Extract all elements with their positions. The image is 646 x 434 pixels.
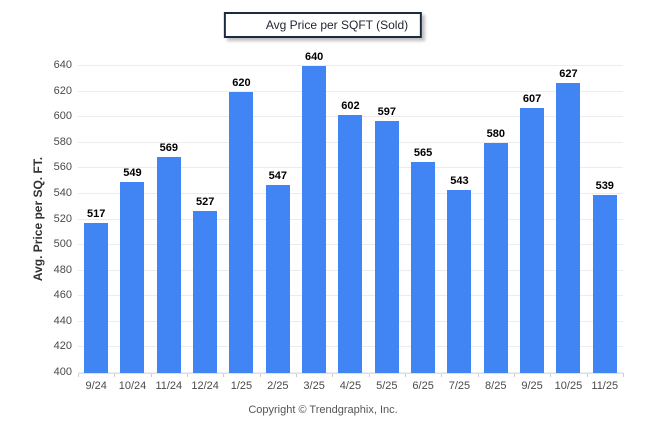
y-tick-label: 400 [53,366,72,378]
y-tick-label: 480 [53,263,72,276]
x-axis-tick-mark [586,373,588,377]
bar-group: 547 2/25 [260,66,296,392]
bar-value-label: 607 [522,93,542,106]
x-tick-label: 11/24 [155,380,183,392]
gridline [78,90,623,92]
bar-group: 607 9/25 [514,66,550,392]
copyright: Copyright © Trendgraphix, Inc. [248,404,398,416]
bar-value-label: 543 [450,175,469,188]
bar-value-label: 620 [232,76,251,89]
x-axis-tick-mark [150,373,152,377]
x-axis-tick-mark [332,373,334,377]
x-tick-label: 9/25 [521,380,543,392]
bar-group: 527 12/24 [187,66,223,392]
x-tick-label: 12/24 [191,380,219,392]
bar [592,195,617,373]
x-axis-tick-mark [187,373,188,377]
bar-value-label: 569 [159,141,178,154]
bar [447,190,472,373]
y-tick-label: 620 [53,84,72,97]
legend-label: Avg Price per SQFT (Sold) [265,18,409,32]
x-tick-label: 11/25 [591,380,619,392]
x-axis-tick-mark [78,373,79,377]
x-tick-label: 1/25 [230,380,253,392]
x-tick-label: 10/24 [118,380,147,392]
bar-value-label: 547 [268,169,287,182]
x-tick-label: 10/25 [554,380,583,392]
x-axis-tick-mark [223,373,225,377]
x-axis-tick-mark [477,373,479,377]
bar [483,142,508,373]
x-axis-tick-mark [550,373,552,377]
bar [520,108,545,373]
bar-group: 565 6/25 [405,66,441,392]
y-tick-label: 500 [53,238,72,251]
plot-area: 400 420 440 460 480 500 520 540 560 580 600 620 640 … [54,51,624,392]
bar-group: 597 5/25 [369,66,405,392]
y-tick-label: 440 [53,314,72,327]
bar-value-label: 565 [413,146,433,159]
bar-group: 543 7/25 [441,66,477,392]
bar-group: 569 11/24 [151,66,187,392]
x-tick-label: 3/25 [303,380,325,392]
bar [556,82,581,373]
bar [411,161,436,373]
bar-value-label: 640 [304,51,324,63]
bar-group: 620 1/25 [223,66,259,392]
bar [302,66,327,373]
bar-group: 549 10/24 [114,66,150,392]
bar-value-label: 580 [486,127,505,140]
x-axis-tick-mark [259,373,261,377]
bar [120,182,145,373]
bar-group: 627 10/25 [550,66,586,392]
y-tick-label: 420 [53,340,72,353]
y-tick-label: 640 [53,59,72,71]
bar-value-label: 539 [595,180,614,193]
x-axis-tick-mark [405,373,406,377]
bar [229,91,254,373]
x-tick-label: 5/25 [376,380,398,392]
bar [374,121,399,373]
bar-group: 517 9/24 [78,66,114,392]
y-tick-label: 600 [53,110,72,123]
x-tick-label: 2/25 [267,380,289,392]
y-tick-label: 460 [53,289,72,302]
legend: Avg Price per SQFT (Sold) [223,12,423,38]
x-tick-label: 4/25 [339,380,362,392]
bar-value-label: 527 [195,195,215,208]
x-axis-tick-mark [114,373,116,377]
bar [84,223,109,373]
bar-group: 580 8/25 [478,66,514,392]
y-tick-label: 560 [53,161,72,174]
bar-group: 640 3/25 [296,51,332,392]
x-axis-tick-mark [623,373,624,377]
x-axis-tick-mark [441,373,443,377]
bar [156,156,181,373]
bars-container: 517 9/24 549 10/24 569 11/24 527 12/24 620 1/25 54… [78,51,623,392]
bar [193,210,218,373]
bar-value-label: 597 [377,106,396,119]
bar [338,114,363,373]
y-tick-label: 520 [53,212,72,225]
bar [265,184,290,373]
gridline [78,65,623,66]
bar-value-label: 549 [123,167,142,180]
x-tick-label: 9/24 [85,380,107,392]
bar-group: 602 4/25 [332,66,368,392]
bar-value-label: 517 [86,208,106,221]
x-axis-tick-mark [296,373,297,377]
x-axis-line [78,373,623,374]
bar-value-label: 627 [559,67,578,80]
y-tick-label: 580 [53,135,72,148]
x-tick-label: 7/25 [448,380,471,392]
legend-swatch-icon [236,20,258,31]
y-tick-label: 540 [53,186,72,199]
bar-group: 539 11/25 [587,66,623,392]
x-tick-label: 6/25 [412,380,434,392]
x-tick-label: 8/25 [485,380,507,392]
x-axis-tick-mark [514,373,515,377]
x-axis-tick-mark [368,373,370,377]
bar-value-label: 602 [341,99,360,112]
